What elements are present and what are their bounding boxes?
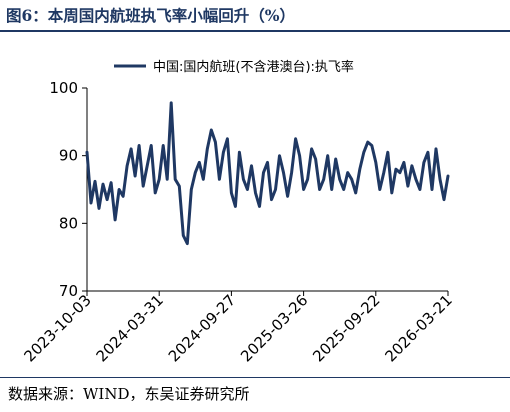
x-tick-label: 2024-03-31 <box>93 291 167 365</box>
source-divider <box>0 377 510 378</box>
y-tick-label: 80 <box>59 214 78 232</box>
x-tick-label: 2026-03-21 <box>381 291 455 365</box>
x-axis-ticks: 2023-10-032024-03-312024-09-272025-03-26… <box>20 291 456 365</box>
source-note: 数据来源：WIND，东吴证券研究所 <box>8 385 250 403</box>
legend-label: 中国:国内航班(不含港澳台):执飞率 <box>153 59 354 75</box>
figure-title: 图6：本周国内航班执飞率小幅回升（%） <box>6 6 296 25</box>
x-tick-label: 2023-10-03 <box>20 291 94 365</box>
y-axis-ticks: 70 80 90 100 <box>49 79 87 300</box>
y-tick-label: 100 <box>49 79 78 97</box>
x-tick-label: 2025-09-22 <box>309 291 383 365</box>
x-tick-label: 2025-03-26 <box>237 291 311 365</box>
y-tick-label: 70 <box>59 282 78 300</box>
x-tick-label: 2024-09-27 <box>165 291 239 365</box>
series-line <box>85 101 450 246</box>
legend: 中国:国内航班(不含港澳台):执飞率 <box>114 59 354 75</box>
axes <box>86 88 448 292</box>
title-divider <box>0 30 510 32</box>
y-tick-label: 90 <box>59 147 78 165</box>
